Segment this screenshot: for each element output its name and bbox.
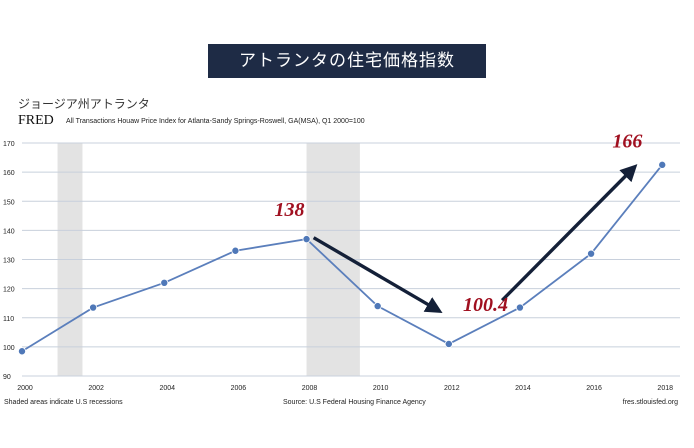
data-point (373, 302, 382, 311)
y-tick-label: 120 (3, 287, 15, 294)
data-point (444, 339, 453, 348)
x-tick-label: 2006 (231, 385, 247, 392)
trend-arrows (312, 164, 638, 314)
chart-subtitle: ジョージア州アトランタ (18, 97, 150, 111)
x-axis-ticks: 2000 2002 2004 2006 2008 2010 2012 2014 2016 2018 (17, 385, 673, 392)
y-axis-ticks: 90 100 110 120 130 140 150 160 170 (3, 141, 15, 381)
data-series (17, 160, 667, 356)
value-annotation: 138 (275, 199, 305, 221)
x-tick-label: 2018 (657, 385, 673, 392)
series-line (21, 164, 663, 353)
y-tick-label: 150 (3, 199, 15, 206)
x-tick-label: 2010 (373, 385, 389, 392)
x-tick-label: 2002 (88, 385, 104, 392)
source-url: fres.stlouisfed.org (622, 399, 678, 406)
data-point (160, 278, 169, 287)
chart-banner-title: アトランタの住宅価格指数 (208, 44, 486, 78)
data-point (89, 303, 98, 312)
x-tick-label: 2008 (302, 385, 318, 392)
y-tick-label: 90 (3, 374, 11, 381)
value-annotation: 100.4 (463, 294, 508, 316)
trend-arrow (312, 236, 443, 314)
data-point (17, 347, 26, 356)
y-tick-label: 170 (3, 141, 15, 148)
fred-logo: FRED (18, 113, 54, 128)
value-annotations: 138 100.4 166 (275, 130, 643, 316)
y-tick-label: 130 (3, 258, 15, 265)
source-note: Source: U.S Federal Housing Finance Agen… (283, 399, 426, 406)
trend-arrow (500, 164, 638, 302)
x-tick-label: 2014 (515, 385, 531, 392)
y-tick-label: 140 (3, 228, 15, 235)
series-description: All Transactions Houaw Price Index for A… (66, 118, 365, 125)
value-annotation: 166 (612, 130, 642, 152)
x-tick-label: 2012 (444, 385, 460, 392)
x-tick-label: 2016 (586, 385, 602, 392)
x-tick-label: 2000 (17, 385, 33, 392)
data-point (231, 246, 240, 255)
y-tick-label: 160 (3, 170, 15, 177)
data-point (658, 160, 667, 169)
y-tick-label: 100 (3, 345, 15, 352)
y-tick-label: 110 (3, 316, 14, 323)
x-tick-label: 2004 (159, 385, 175, 392)
data-point (587, 249, 596, 258)
data-point (515, 303, 524, 312)
recession-note: Shaded areas indicate U.S recessions (4, 399, 123, 406)
data-point (302, 235, 311, 244)
